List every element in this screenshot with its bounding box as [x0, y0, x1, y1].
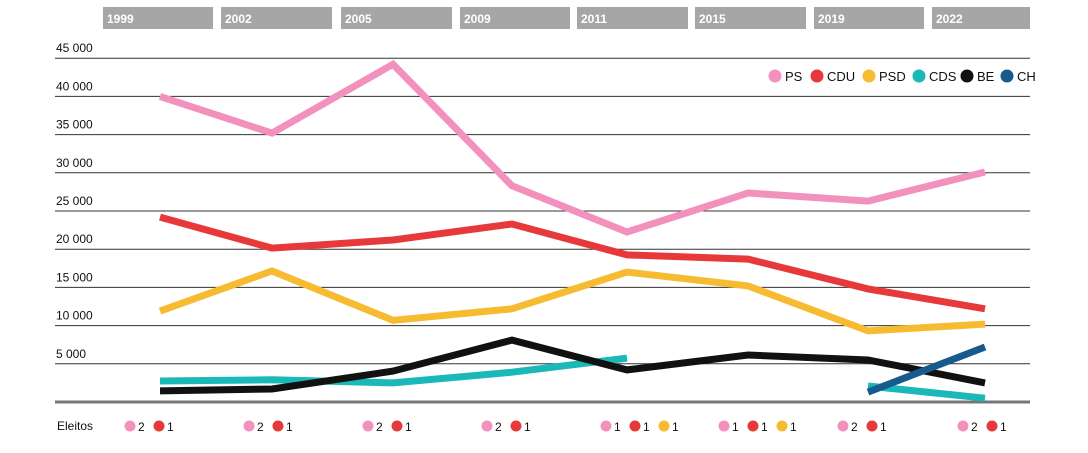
legend-label: CDU [827, 69, 855, 84]
legend-label: BE [977, 69, 995, 84]
eleitos-dot-ps [957, 420, 969, 432]
year-label: 2005 [345, 12, 372, 26]
series-line-be [159, 336, 986, 395]
eleitos-count: 1 [614, 420, 621, 434]
eleitos-dot-psd [776, 420, 788, 432]
eleitos-dot-cdu [272, 420, 284, 432]
eleitos-count: 2 [376, 420, 383, 434]
year-header-2005 [341, 7, 452, 29]
year-label: 1999 [107, 12, 134, 26]
eleitos-count: 2 [971, 420, 978, 434]
eleitos-dot-ps [243, 420, 255, 432]
eleitos-count: 2 [257, 420, 264, 434]
eleitos-dot-cdu [747, 420, 759, 432]
eleitos-dot-cdu [510, 420, 522, 432]
legend-dot-ps [768, 69, 782, 83]
eleitos-dot-ps [481, 420, 493, 432]
series-line-ps [158, 59, 986, 236]
eleitos-label: Eleitos [57, 419, 93, 433]
eleitos-dot-cdu [629, 420, 641, 432]
eleitos-dot-ps [362, 420, 374, 432]
series-line-cds [159, 354, 628, 387]
eleitos-count: 2 [495, 420, 502, 434]
year-label: 2002 [225, 12, 252, 26]
year-header-1999 [103, 7, 213, 29]
eleitos-dot-psd [658, 420, 670, 432]
y-tick-label: 30 000 [56, 156, 93, 170]
eleitos-dot-cdu [391, 420, 403, 432]
legend-label: PSD [879, 69, 906, 84]
year-header-2015 [695, 7, 806, 29]
eleitos-count: 1 [880, 420, 887, 434]
year-label: 2011 [581, 12, 607, 26]
year-header-2022 [932, 7, 1030, 29]
eleitos-dot-ps [837, 420, 849, 432]
legend-label: PS [785, 69, 803, 84]
year-label: 2015 [699, 12, 726, 26]
y-tick-label: 10 000 [56, 309, 93, 323]
year-label: 2019 [818, 12, 845, 26]
series-line-ch [866, 343, 987, 396]
legend-dot-be [960, 69, 974, 83]
eleitos-count: 1 [790, 420, 797, 434]
eleitos-dot-cdu [986, 420, 998, 432]
year-header-2002 [221, 7, 332, 29]
eleitos-count: 1 [286, 420, 293, 434]
y-tick-label: 40 000 [56, 79, 93, 93]
y-tick-label: 20 000 [56, 232, 93, 246]
series-line-psd [158, 267, 986, 335]
year-header-2011 [577, 7, 688, 29]
eleitos-dot-cdu [866, 420, 878, 432]
eleitos-dot-ps [124, 420, 136, 432]
year-header-2009 [460, 7, 570, 29]
eleitos-count: 1 [732, 420, 739, 434]
year-header-2019 [814, 7, 924, 29]
year-label: 2009 [464, 12, 491, 26]
legend-dot-ch [1000, 69, 1014, 83]
eleitos-count: 2 [138, 420, 145, 434]
y-tick-label: 45 000 [56, 41, 93, 55]
eleitos-count: 1 [672, 420, 679, 434]
legend-dot-cdu [810, 69, 824, 83]
year-label: 2022 [936, 12, 963, 26]
series-line-cdu [159, 213, 986, 313]
eleitos-count: 1 [643, 420, 650, 434]
y-tick-label: 5 000 [56, 347, 86, 361]
y-tick-label: 35 000 [56, 118, 93, 132]
eleitos-count: 2 [851, 420, 858, 434]
y-tick-label: 25 000 [56, 194, 93, 208]
eleitos-count: 1 [761, 420, 768, 434]
eleitos-dot-ps [600, 420, 612, 432]
eleitos-dot-ps [718, 420, 730, 432]
y-tick-label: 15 000 [56, 270, 93, 284]
eleitos-count: 1 [1000, 420, 1007, 434]
eleitos-dot-cdu [153, 420, 165, 432]
eleitos-count: 1 [405, 420, 412, 434]
eleitos-count: 1 [167, 420, 174, 434]
legend-dot-cds [912, 69, 926, 83]
eleitos-count: 1 [524, 420, 531, 434]
legend-dot-psd [862, 69, 876, 83]
legend-label: CH [1017, 69, 1036, 84]
legend-label: CDS [929, 69, 957, 84]
